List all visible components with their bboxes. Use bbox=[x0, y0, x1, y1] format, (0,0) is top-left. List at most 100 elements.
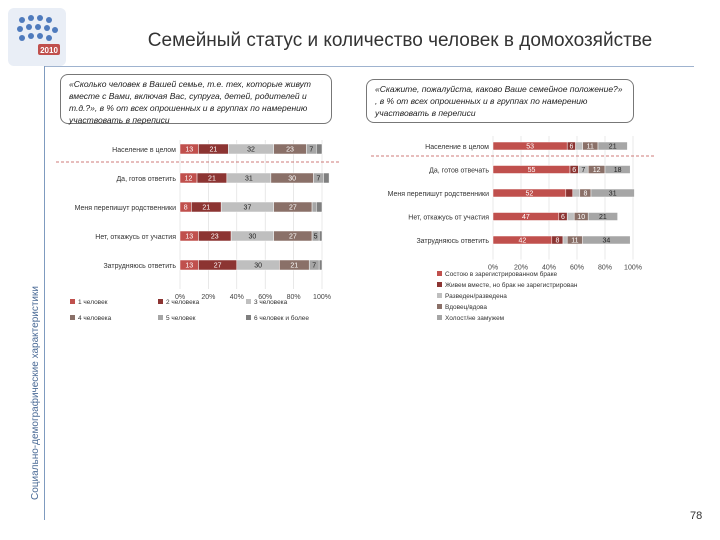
legend-label: 2 человека bbox=[166, 299, 200, 306]
data-label: 5 bbox=[314, 234, 318, 241]
bar-segment bbox=[590, 188, 635, 198]
legend-label: 1 человек bbox=[78, 299, 108, 306]
x-tick-label: 60% bbox=[570, 265, 584, 272]
data-label: 13 bbox=[185, 263, 193, 270]
data-label: 47 bbox=[522, 214, 530, 221]
legend-label: 4 человека bbox=[78, 315, 112, 322]
legend-swatch bbox=[70, 315, 75, 320]
question-left: «Сколько человек в Вашей семье, т.е. тех… bbox=[60, 74, 332, 125]
data-label: 31 bbox=[245, 176, 253, 183]
data-label: 8 bbox=[583, 191, 587, 198]
x-tick-label: 0% bbox=[175, 294, 185, 301]
data-label: 53 bbox=[526, 144, 534, 151]
legend-swatch bbox=[158, 315, 163, 320]
data-label: 6 bbox=[569, 144, 573, 151]
data-label: 23 bbox=[211, 234, 219, 241]
category-label: Меня перепишут родственники bbox=[388, 191, 490, 198]
census-logo: 2010 bbox=[8, 8, 66, 66]
x-tick-label: 40% bbox=[230, 294, 244, 301]
data-label: 52 bbox=[526, 191, 534, 198]
legend-swatch bbox=[158, 299, 163, 304]
data-label: 11 bbox=[587, 144, 594, 151]
bar-segment bbox=[582, 235, 631, 245]
data-label: 7 bbox=[316, 176, 320, 183]
x-tick-label: 100% bbox=[624, 265, 642, 272]
legend-swatch bbox=[246, 299, 251, 304]
bar-segment bbox=[318, 230, 323, 242]
question-right: «Скажите, пожалуйста, каково Ваше семейн… bbox=[366, 79, 634, 123]
data-label: 21 bbox=[290, 263, 298, 270]
bar-segment bbox=[566, 212, 575, 221]
data-label: 6 bbox=[572, 167, 576, 174]
household-size-chart: 0% 20% 40% 60% 80% 100% Население в целом 13 21 3… bbox=[56, 140, 340, 322]
category-label: Нет, откажусь от участия bbox=[408, 215, 489, 222]
bar-segment bbox=[572, 188, 581, 198]
bar-segment bbox=[318, 259, 323, 271]
data-label: 27 bbox=[214, 263, 222, 270]
data-label: 7 bbox=[312, 263, 316, 270]
data-label: 30 bbox=[249, 234, 257, 241]
x-tick-label: 80% bbox=[287, 294, 301, 301]
legend-swatch bbox=[437, 315, 442, 320]
data-label: 32 bbox=[247, 147, 255, 154]
data-label: 7 bbox=[309, 147, 313, 154]
data-label: 6 bbox=[561, 214, 565, 221]
data-label: 30 bbox=[288, 176, 296, 183]
header-divider bbox=[44, 66, 694, 67]
data-label: 27 bbox=[289, 205, 297, 212]
category-label: Затрудняюсь ответить bbox=[416, 238, 489, 245]
data-label: 31 bbox=[609, 191, 617, 198]
data-label: 21 bbox=[599, 214, 607, 221]
legend-swatch bbox=[70, 299, 75, 304]
x-tick-label: 60% bbox=[258, 294, 272, 301]
data-label: 8 bbox=[184, 205, 188, 212]
category-label: Меня перепишут родственники bbox=[75, 205, 177, 212]
legend-label: Вдовец/вдова bbox=[445, 304, 487, 311]
category-label: Население в целом bbox=[112, 147, 176, 154]
side-label: Социально-демографические характеристики bbox=[30, 286, 41, 500]
category-label: Да, готов ответить bbox=[116, 176, 176, 183]
x-tick-label: 0% bbox=[488, 265, 498, 272]
data-label: 12 bbox=[185, 176, 193, 183]
data-label: 34 bbox=[603, 238, 611, 245]
data-label: 55 bbox=[528, 167, 536, 174]
data-label: 18 bbox=[614, 167, 622, 174]
data-label: 30 bbox=[254, 263, 262, 270]
bar-segment bbox=[587, 212, 618, 221]
data-label: 21 bbox=[202, 205, 210, 212]
x-tick-label: 80% bbox=[598, 265, 612, 272]
data-label: 7 bbox=[581, 167, 585, 174]
legend-label: 5 человек bbox=[166, 315, 196, 322]
bar-segment bbox=[562, 235, 568, 245]
legend-label: Разведен/разведена bbox=[445, 293, 507, 300]
x-tick-label: 100% bbox=[313, 294, 331, 301]
bar-segment bbox=[316, 201, 323, 213]
x-tick-label: 40% bbox=[542, 265, 556, 272]
data-label: 23 bbox=[286, 147, 294, 154]
legend-label: Холост/не замужем bbox=[445, 315, 505, 322]
x-tick-label: 20% bbox=[201, 294, 215, 301]
page-title: Семейный статус и количество человек в д… bbox=[147, 30, 653, 51]
legend-swatch bbox=[246, 315, 251, 320]
data-label: 21 bbox=[209, 147, 217, 154]
data-label: 13 bbox=[185, 234, 193, 241]
category-label: Затрудняюсь ответить bbox=[103, 263, 176, 270]
data-label: 10 bbox=[577, 214, 585, 221]
data-label: 42 bbox=[519, 238, 527, 245]
data-label: 8 bbox=[555, 238, 559, 245]
page-number: 78 bbox=[690, 510, 703, 522]
legend-swatch bbox=[437, 271, 442, 276]
marital-status-chart: 0% 20% 40% 60% 80% 100% Население в целом 53 6 11… bbox=[371, 136, 655, 322]
data-label: 12 bbox=[593, 167, 601, 174]
legend-swatch bbox=[437, 293, 442, 298]
bar-segment bbox=[575, 141, 583, 151]
legend-swatch bbox=[437, 304, 442, 309]
legend-label: Живем вместе, но брак не зарегистрирован bbox=[445, 281, 578, 289]
bar-segment bbox=[323, 172, 330, 184]
bar-segment bbox=[565, 188, 574, 198]
category-label: Население в целом bbox=[425, 144, 489, 151]
legend-label: Состою в зарегистрированном браке bbox=[445, 270, 557, 278]
category-label: Нет, откажусь от участия bbox=[95, 234, 176, 241]
category-label: Да, готов отвечать bbox=[429, 168, 489, 175]
legend-swatch bbox=[437, 282, 442, 287]
